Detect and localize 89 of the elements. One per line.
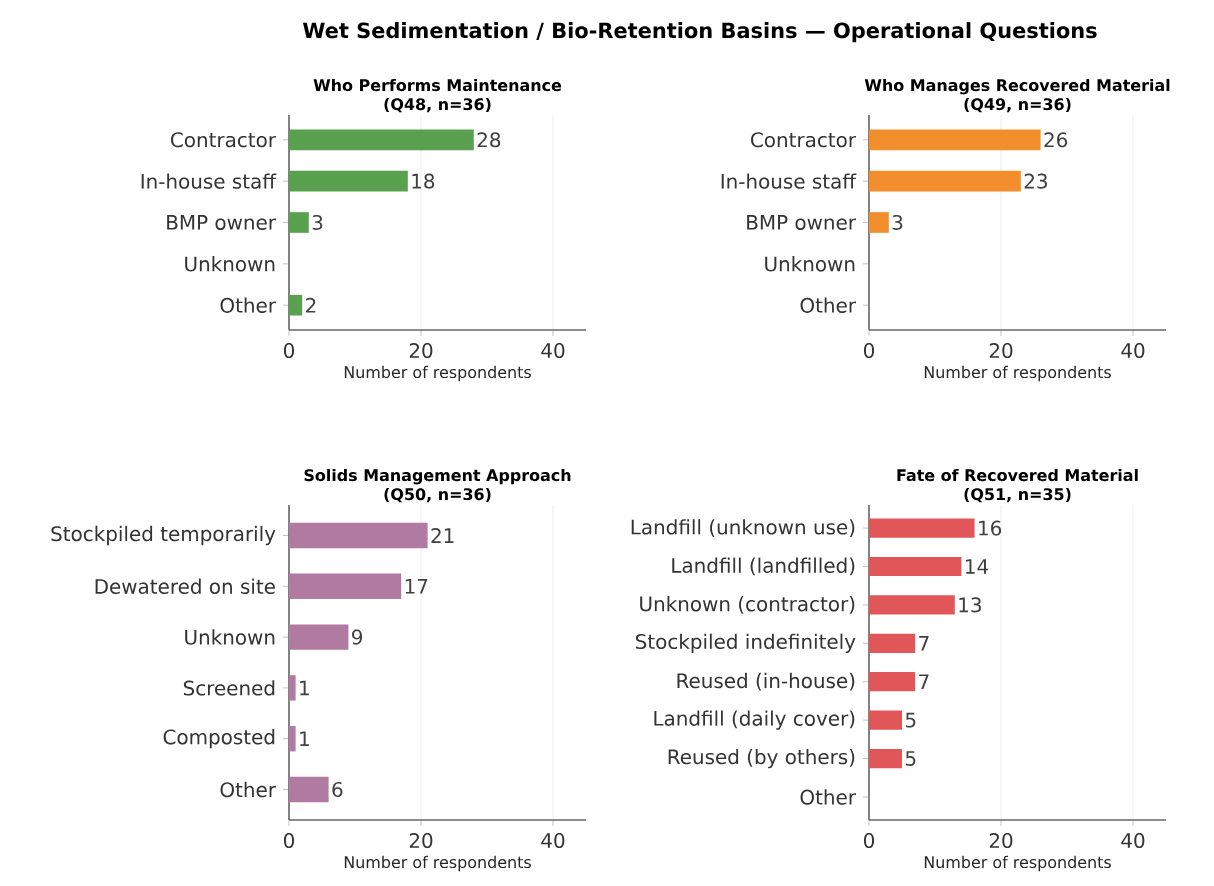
x-axis-title: Number of respondents [924,855,1111,872]
data-label: 13 [959,597,981,613]
chart-subtitle: (Q51, n=35) [964,487,1071,503]
x-axis-title: Number of respondents [344,855,531,872]
chart-title: Who Manages Recovered Material [864,78,1170,95]
x-tick-label: 40 [541,342,565,359]
data-label: 6 [332,781,343,798]
data-label: 5 [905,751,916,766]
y-tick-label: Unknown [185,256,275,272]
bar [869,672,916,692]
bar [869,633,916,653]
data-label: 2 [306,297,316,313]
x-tick-label: 0 [863,342,875,359]
y-tick-label: Other [800,789,856,805]
data-label: 3 [892,214,903,231]
data-label: 1 [300,680,309,696]
chart-title: Who Performs Maintenance [313,78,562,92]
x-tick-label: 40 [1121,832,1145,849]
data-label: 3 [312,214,323,231]
x-tick-label: 20 [409,832,433,849]
y-tick-label: Unknown [765,256,855,272]
chart-subtitle: (Q50, n=36) [384,487,491,503]
y-tick-label: Landfill (unknown use) [631,519,855,537]
y-tick-label: Other [220,297,276,313]
data-label: 21 [431,528,454,543]
chart-title: Fate of Recovered Material [897,468,1138,482]
data-label: 14 [965,559,989,574]
y-tick-label: Reused (by others) [668,748,855,769]
y-tick-label: Unknown [185,629,275,645]
bar [869,129,1041,151]
data-label: 1 [300,731,309,746]
y-tick-label: Unknown (contractor) [640,595,855,614]
x-tick-label: 0 [863,832,875,849]
y-tick-label: BMP owner [747,215,856,230]
data-label: 18 [412,173,435,189]
data-label: 7 [919,636,929,651]
x-tick-label: 40 [1121,342,1145,359]
bar [289,726,296,752]
chart-subtitle: (Q48, n=36) [384,97,491,113]
bar [289,522,428,549]
data-label: 7 [919,674,929,689]
bar [289,129,474,151]
text: Wet Sedimentation / Bio-Retention Basins — Operational Questions [302,22,1097,43]
bar [289,294,303,316]
bar [869,212,889,233]
y-tick-label: Composted [163,729,275,749]
bar [869,170,1021,192]
bar [289,776,329,803]
bar [289,624,349,650]
y-tick-label: Reused (in-house) [677,672,855,691]
y-tick-label: Landfill (landfilled) [672,557,855,576]
chart-title: Solids Management Approach [304,468,571,485]
data-label: 17 [405,579,428,594]
y-tick-label: Stockpiled indefinitely [636,633,856,653]
bar [869,556,962,577]
y-tick-label: Dewatered on site [95,578,275,595]
x-axis-title: Number of respondents [924,365,1111,382]
bar [289,675,296,701]
x-axis-title: Number of respondents [344,365,531,382]
y-tick-label: BMP owner [167,215,276,230]
data-label: 16 [979,520,1002,536]
y-tick-label: In-house staff [141,173,277,189]
y-tick-label: Other [800,297,856,313]
chart-subtitle: (Q49, n=36) [964,97,1071,113]
x-tick-label: 0 [283,342,295,359]
x-tick-label: 20 [989,342,1013,359]
bar [869,710,903,730]
x-tick-label: 0 [283,832,295,849]
x-tick-label: 20 [409,342,433,359]
bar [289,170,408,192]
y-tick-label: Contractor [751,132,856,148]
data-label: 28 [477,132,501,148]
y-tick-label: Contractor [171,132,276,148]
bar [289,573,402,599]
y-tick-label: Screened [183,680,275,696]
x-tick-label: 20 [989,832,1013,849]
y-tick-label: Other [220,781,276,798]
data-label: 9 [352,629,363,645]
data-label: 5 [905,712,916,728]
y-tick-label: Stockpiled temporarily [51,525,276,546]
x-tick-label: 40 [541,832,565,849]
bar [289,212,309,233]
bar [869,748,903,769]
data-label: 26 [1044,132,1068,148]
bar [869,518,975,538]
y-tick-label: Landfill (daily cover) [654,710,855,730]
data-label: 23 [1024,173,1047,189]
bar [869,595,955,615]
y-tick-label: In-house staff [721,173,857,189]
